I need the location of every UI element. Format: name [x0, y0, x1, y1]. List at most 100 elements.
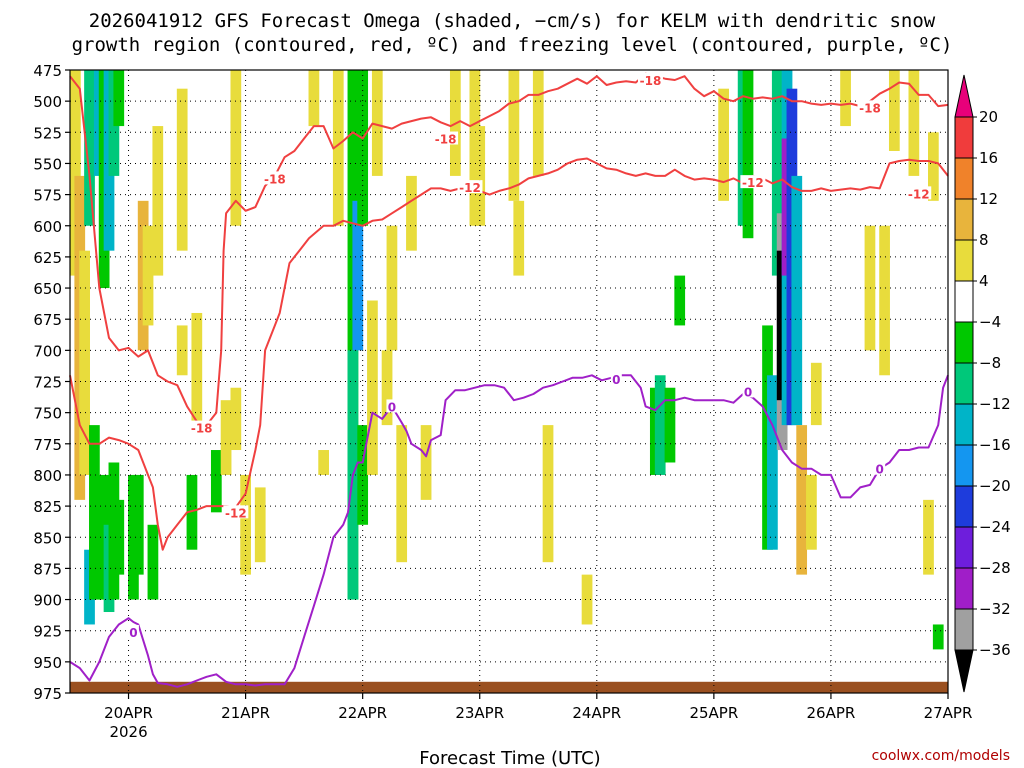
contour-label: -12 [459, 181, 481, 195]
omega-cell [396, 425, 408, 563]
colorbar-bottom-arrow [954, 649, 974, 693]
contour-label: -18 [264, 172, 286, 186]
omega-cell [240, 474, 251, 575]
omega-cell [840, 70, 851, 127]
omega-cell [89, 425, 100, 600]
omega-cell [864, 225, 876, 351]
contour-label-bg [742, 384, 754, 398]
y-tick-label: 875 [33, 560, 62, 578]
omega-cell [908, 70, 920, 176]
contour-lines: -18 -18 -18 -18 -18 -12 -12 -12 -12 0 0 0 0 0 [69, 72, 949, 688]
y-tick-label: 775 [33, 436, 62, 454]
contour-label-bg [386, 399, 398, 413]
colorbar-segment [954, 608, 974, 651]
omega-cell [332, 70, 344, 226]
contour-label: 0 [876, 463, 884, 477]
colorbar-segment [954, 198, 974, 241]
contour-label: -18 [859, 101, 881, 115]
x-axis-label: Forecast Time (UTC) [419, 748, 600, 768]
omega-cell [767, 375, 778, 550]
omega-cell [806, 474, 817, 550]
omega-cell [210, 450, 222, 513]
omega-cell [381, 350, 393, 426]
omega-cell [367, 300, 378, 475]
contour-label: -12 [742, 176, 764, 190]
y-tick-label: 900 [33, 592, 62, 610]
colorbar-segment [954, 157, 974, 200]
y-tick-label: 800 [33, 467, 62, 485]
omega-cell [674, 275, 686, 326]
contour-label-bg [740, 175, 766, 189]
y-tick-label: 500 [33, 93, 62, 111]
omega-cell [308, 70, 320, 127]
contour-label-bg [457, 180, 483, 194]
contour-label: 0 [612, 373, 620, 387]
omega-cell [176, 325, 188, 376]
y-tick-label: 525 [33, 124, 62, 142]
colorbar: 20 16 12 8 4 −4 −8 −12 −16 −20 −24 −28 −32 −36 [954, 74, 1011, 693]
omega-cell [888, 70, 900, 151]
contour-line [69, 374, 949, 688]
colorbar-top-arrow [954, 74, 974, 118]
omega-cell [186, 474, 198, 550]
omega-cell [879, 225, 890, 376]
omega-cell [113, 499, 125, 575]
omega-cell [176, 88, 188, 251]
omega-cell [386, 225, 398, 351]
omega-cell [771, 70, 783, 276]
y-tick-label: 750 [33, 405, 62, 423]
omega-cell [810, 362, 822, 426]
y-tick-label: 575 [33, 187, 62, 205]
colorbar-segment [954, 280, 974, 323]
chart-title-line2: growth region (contoured, red, ºC) and f… [72, 34, 953, 56]
colorbar-label: −8 [979, 354, 1001, 372]
plot-area: -18 -18 -18 -18 -18 -12 -12 -12 -12 0 0 0 0 0 [69, 69, 949, 694]
x-tick-sublabel: 2026 [109, 723, 147, 741]
x-tick-label: 21APR [221, 704, 270, 722]
contour-label-bg [637, 72, 663, 86]
omega-cell [84, 70, 95, 226]
y-tick-label: 950 [33, 654, 62, 672]
omega-cell [406, 175, 417, 251]
omega-cell [191, 312, 203, 426]
omega-cell [796, 425, 808, 575]
x-tick-label: 23APR [455, 704, 504, 722]
y-tick-label: 925 [33, 623, 62, 641]
y-tick-label: 975 [33, 685, 62, 703]
omega-cell [371, 70, 383, 176]
omega-cell [508, 70, 520, 201]
colorbar-segment [954, 116, 974, 159]
contour-line [69, 157, 949, 551]
contour-label: 0 [129, 626, 137, 640]
colorbar-label: 4 [979, 272, 989, 290]
colorbar-segment [954, 239, 974, 282]
contour-label-bg [189, 420, 215, 434]
credit-text: coolwx.com/models [872, 748, 1010, 764]
x-tick-label: 24APR [572, 704, 621, 722]
omega-cell [230, 387, 242, 451]
colorbar-label: −16 [979, 436, 1011, 454]
omega-cell [932, 624, 944, 650]
omega-cell [79, 250, 90, 475]
x-tick-label: 22APR [338, 704, 387, 722]
colorbar-segment [954, 362, 974, 405]
omega-cell [132, 474, 144, 575]
colorbar-segment [954, 526, 974, 569]
x-tick-label: 27APR [924, 704, 973, 722]
y-axis: 475 500 525 550 575 600 625 650 675 700 725 750 775 8… [33, 62, 70, 703]
omega-shading [70, 70, 944, 650]
omega-cell [152, 126, 164, 276]
omega-cell [928, 132, 939, 201]
omega-cell [718, 88, 729, 201]
omega-cell [70, 70, 81, 276]
terrain-layer [70, 681, 948, 693]
omega-cell [230, 70, 242, 226]
colorbar-segment [954, 403, 974, 446]
y-tick-label: 650 [33, 280, 62, 298]
y-tick-label: 475 [33, 62, 62, 80]
y-tick-label: 700 [33, 342, 62, 360]
colorbar-label: 20 [979, 108, 998, 126]
omega-cell [542, 425, 554, 563]
colorbar-label: −12 [979, 395, 1011, 413]
